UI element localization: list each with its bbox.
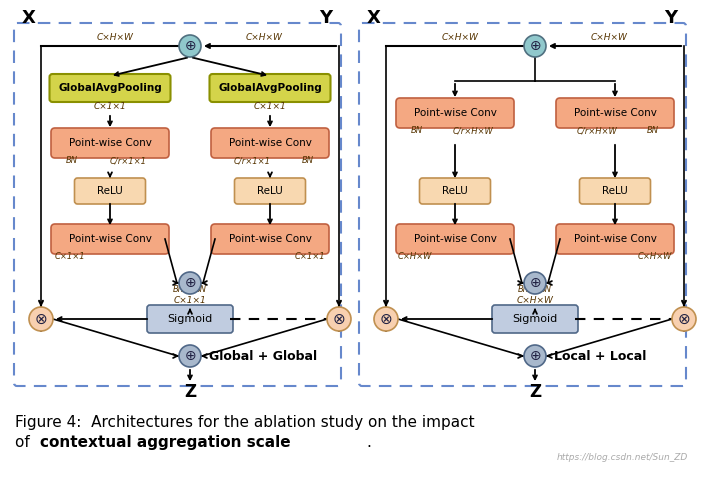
Text: Point-wise Conv: Point-wise Conv <box>414 108 496 118</box>
Text: C×1×1: C×1×1 <box>174 296 206 305</box>
Circle shape <box>672 307 696 331</box>
Text: .: . <box>366 435 371 450</box>
Circle shape <box>179 35 201 57</box>
Text: Point-wise Conv: Point-wise Conv <box>69 234 151 244</box>
Text: C×H×W: C×H×W <box>517 296 553 305</box>
Text: Point-wise Conv: Point-wise Conv <box>69 138 151 148</box>
FancyBboxPatch shape <box>210 74 330 102</box>
Text: BN: BN <box>173 285 185 294</box>
Text: $\otimes$: $\otimes$ <box>677 311 690 327</box>
Text: X: X <box>22 9 36 27</box>
Text: Local + Local: Local + Local <box>554 350 646 362</box>
Text: GlobalAvgPooling: GlobalAvgPooling <box>58 83 162 93</box>
FancyBboxPatch shape <box>419 178 491 204</box>
Circle shape <box>179 272 201 294</box>
Text: Point-wise Conv: Point-wise Conv <box>573 234 656 244</box>
Text: C×1×1: C×1×1 <box>55 252 86 261</box>
Text: BN: BN <box>66 156 78 165</box>
FancyBboxPatch shape <box>74 178 146 204</box>
Text: BN: BN <box>540 285 552 294</box>
FancyBboxPatch shape <box>580 178 651 204</box>
Text: GlobalAvgPooling: GlobalAvgPooling <box>218 83 322 93</box>
Circle shape <box>524 272 546 294</box>
Text: Point-wise Conv: Point-wise Conv <box>414 234 496 244</box>
FancyBboxPatch shape <box>51 224 169 254</box>
Text: Point-wise Conv: Point-wise Conv <box>573 108 656 118</box>
Text: Global + Global: Global + Global <box>209 350 317 362</box>
Text: ReLU: ReLU <box>602 186 628 196</box>
Text: https://blog.csdn.net/Sun_ZD: https://blog.csdn.net/Sun_ZD <box>557 453 688 462</box>
Text: BN: BN <box>302 156 314 165</box>
Circle shape <box>327 307 351 331</box>
Text: $\oplus$: $\oplus$ <box>529 349 541 363</box>
Text: $\oplus$: $\oplus$ <box>529 276 541 290</box>
Text: Y: Y <box>665 9 678 27</box>
Text: ReLU: ReLU <box>97 186 123 196</box>
Text: Sigmoid: Sigmoid <box>512 314 557 324</box>
Text: C×1×1: C×1×1 <box>294 252 325 261</box>
Text: Figure 4:  Architectures for the ablation study on the impact: Figure 4: Architectures for the ablation… <box>15 415 475 430</box>
Text: C×1×1: C×1×1 <box>94 102 126 111</box>
Text: BN: BN <box>411 126 423 135</box>
Text: C×H×W: C×H×W <box>638 252 672 261</box>
Text: C×H×W: C×H×W <box>591 33 628 42</box>
Text: BN: BN <box>518 285 530 294</box>
FancyBboxPatch shape <box>556 98 674 128</box>
FancyBboxPatch shape <box>235 178 306 204</box>
FancyBboxPatch shape <box>556 224 674 254</box>
Text: $\otimes$: $\otimes$ <box>332 311 346 327</box>
Text: C/r×H×W: C/r×H×W <box>577 126 618 135</box>
Text: ReLU: ReLU <box>442 186 468 196</box>
Text: X: X <box>367 9 381 27</box>
Text: Sigmoid: Sigmoid <box>168 314 212 324</box>
Text: Point-wise Conv: Point-wise Conv <box>229 138 311 148</box>
FancyBboxPatch shape <box>211 224 329 254</box>
Text: $\oplus$: $\oplus$ <box>184 349 196 363</box>
Text: $\oplus$: $\oplus$ <box>529 39 541 53</box>
Text: ReLU: ReLU <box>257 186 283 196</box>
Circle shape <box>524 35 546 57</box>
Text: of: of <box>15 435 34 450</box>
Text: C×1×1: C×1×1 <box>254 102 287 111</box>
Text: Y: Y <box>320 9 332 27</box>
FancyBboxPatch shape <box>51 128 169 158</box>
Text: $\oplus$: $\oplus$ <box>184 276 196 290</box>
Text: Z: Z <box>184 383 196 401</box>
Circle shape <box>524 345 546 367</box>
Text: C/r×1×1: C/r×1×1 <box>109 156 147 165</box>
FancyBboxPatch shape <box>147 305 233 333</box>
Text: $\oplus$: $\oplus$ <box>184 39 196 53</box>
Text: C/r×H×W: C/r×H×W <box>453 126 494 135</box>
Text: C/r×1×1: C/r×1×1 <box>233 156 271 165</box>
Text: BN: BN <box>195 285 207 294</box>
Text: C×H×W: C×H×W <box>97 33 134 42</box>
Text: Point-wise Conv: Point-wise Conv <box>229 234 311 244</box>
FancyBboxPatch shape <box>396 224 514 254</box>
Text: C×H×W: C×H×W <box>442 33 479 42</box>
Text: Z: Z <box>529 383 541 401</box>
Text: C×H×W: C×H×W <box>246 33 283 42</box>
Text: BN: BN <box>647 126 659 135</box>
Circle shape <box>29 307 53 331</box>
Text: $\otimes$: $\otimes$ <box>379 311 393 327</box>
Text: $\otimes$: $\otimes$ <box>34 311 48 327</box>
FancyBboxPatch shape <box>396 98 514 128</box>
Circle shape <box>374 307 398 331</box>
FancyBboxPatch shape <box>211 128 329 158</box>
Text: C×H×W: C×H×W <box>397 252 433 261</box>
FancyBboxPatch shape <box>492 305 578 333</box>
Text: contextual aggregation scale: contextual aggregation scale <box>41 435 291 450</box>
Circle shape <box>179 345 201 367</box>
FancyBboxPatch shape <box>50 74 170 102</box>
